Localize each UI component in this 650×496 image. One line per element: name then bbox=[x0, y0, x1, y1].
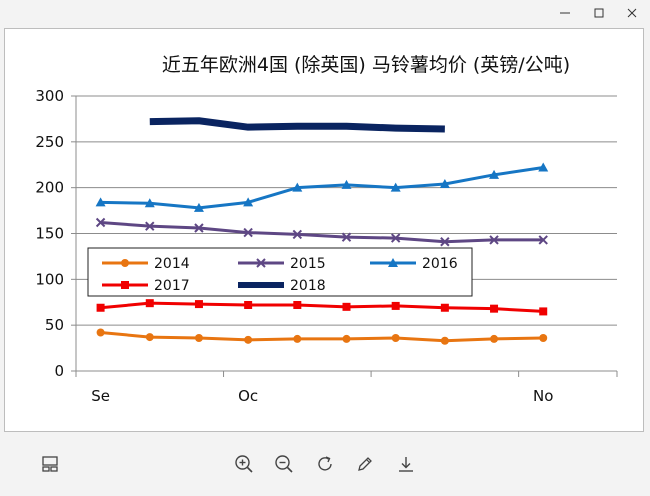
data-point bbox=[538, 235, 548, 245]
series-line-2015 bbox=[100, 221, 544, 244]
x-tick-label: Se bbox=[91, 387, 110, 405]
legend-label: 2014 bbox=[154, 256, 190, 272]
maximize-button[interactable] bbox=[583, 0, 615, 26]
data-point bbox=[341, 179, 352, 189]
legend-entry-2018: 2018 bbox=[238, 278, 326, 294]
minimize-icon bbox=[560, 12, 570, 14]
legend-marker bbox=[256, 258, 266, 268]
viewer-toolbar bbox=[0, 440, 650, 496]
data-point bbox=[390, 182, 401, 192]
download-button[interactable] bbox=[392, 450, 420, 478]
legend-marker bbox=[121, 259, 129, 267]
series-line-2014 bbox=[100, 331, 544, 343]
legend-entry-2017: 2017 bbox=[102, 278, 190, 294]
data-point bbox=[293, 334, 302, 343]
data-point bbox=[489, 235, 499, 245]
data-point bbox=[194, 300, 203, 309]
maximize-icon bbox=[594, 8, 604, 18]
data-point bbox=[538, 162, 549, 172]
data-point bbox=[342, 302, 351, 311]
data-point bbox=[342, 334, 351, 343]
legend-label: 2018 bbox=[290, 278, 326, 294]
series-line-2017 bbox=[100, 301, 544, 313]
data-point bbox=[440, 336, 449, 345]
data-point bbox=[539, 307, 548, 316]
rotate-button[interactable] bbox=[311, 450, 339, 478]
series-2015 bbox=[95, 217, 548, 247]
data-point bbox=[243, 227, 253, 238]
data-point bbox=[145, 333, 154, 342]
legend-label: 2017 bbox=[154, 278, 190, 294]
data-point bbox=[95, 197, 106, 207]
data-point bbox=[244, 301, 253, 309]
legend-entry-2016: 2016 bbox=[370, 256, 458, 272]
data-point bbox=[440, 237, 450, 247]
window-titlebar bbox=[0, 0, 650, 26]
gallery-button[interactable] bbox=[36, 450, 64, 478]
series-2018 bbox=[149, 117, 445, 133]
zoom-out-button[interactable] bbox=[270, 450, 298, 478]
data-point bbox=[96, 328, 105, 337]
y-tick-label: 300 bbox=[35, 87, 64, 105]
minimize-button[interactable] bbox=[549, 0, 581, 26]
data-point bbox=[243, 197, 254, 207]
zoom-out-icon bbox=[275, 455, 293, 473]
data-point bbox=[292, 182, 303, 192]
close-button[interactable] bbox=[616, 0, 648, 26]
zoom-in-button[interactable] bbox=[230, 450, 258, 478]
legend-marker bbox=[121, 281, 129, 289]
data-point bbox=[490, 304, 499, 313]
image-viewer: 近五年欧洲4国 (除英国) 马铃薯均价 (英镑/公吨) 0 50 100 150 200… bbox=[4, 28, 644, 432]
legend-label: 2016 bbox=[422, 256, 458, 272]
data-point bbox=[391, 301, 400, 310]
data-point bbox=[293, 301, 302, 309]
x-tick-label: No bbox=[533, 387, 553, 405]
gallery-icon bbox=[42, 456, 58, 472]
legend-entry-2014: 2014 bbox=[102, 256, 190, 272]
legend-entry-2015: 2015 bbox=[238, 256, 326, 272]
data-point bbox=[144, 198, 155, 208]
zoom-in-icon bbox=[235, 455, 253, 473]
y-tick-label: 150 bbox=[35, 225, 64, 243]
data-point bbox=[194, 334, 203, 342]
data-point bbox=[391, 334, 400, 342]
data-point bbox=[95, 217, 106, 228]
y-tick-label: 0 bbox=[54, 362, 64, 380]
rotate-icon bbox=[318, 456, 332, 471]
chart-title: 近五年欧洲4国 (除英国) 马铃薯均价 (英镑/公吨) bbox=[162, 54, 570, 76]
series-line-2016 bbox=[100, 166, 544, 210]
x-tick-label: Oc bbox=[238, 387, 258, 405]
data-point bbox=[145, 299, 154, 308]
data-point bbox=[440, 303, 449, 312]
series-2014 bbox=[96, 328, 548, 345]
y-tick-label: 250 bbox=[35, 133, 64, 151]
edit-icon bbox=[358, 457, 372, 471]
y-tick-label: 100 bbox=[35, 270, 64, 288]
data-point bbox=[194, 223, 204, 233]
data-point bbox=[193, 202, 204, 212]
data-point bbox=[439, 179, 450, 188]
close-icon bbox=[627, 8, 637, 18]
series-2016 bbox=[95, 162, 549, 212]
data-point bbox=[490, 334, 499, 343]
download-icon bbox=[399, 457, 413, 472]
series-line-2018 bbox=[149, 117, 445, 133]
data-point bbox=[292, 229, 303, 240]
data-point bbox=[390, 233, 401, 243]
y-tick-label: 50 bbox=[45, 316, 64, 334]
data-point bbox=[96, 303, 105, 312]
data-point bbox=[244, 335, 253, 344]
data-point bbox=[489, 169, 500, 179]
chart-legend bbox=[87, 247, 473, 297]
y-tick-label: 200 bbox=[35, 179, 64, 197]
data-point bbox=[539, 334, 548, 342]
edit-button[interactable] bbox=[351, 450, 379, 478]
legend-marker bbox=[388, 258, 398, 267]
data-point bbox=[145, 221, 155, 231]
price-line-chart: 近五年欧洲4国 (除英国) 马铃薯均价 (英镑/公吨) 0 50 100 150 200… bbox=[35, 54, 618, 405]
legend-label: 2015 bbox=[290, 256, 326, 272]
series-2017 bbox=[96, 299, 548, 316]
data-point bbox=[341, 232, 352, 242]
